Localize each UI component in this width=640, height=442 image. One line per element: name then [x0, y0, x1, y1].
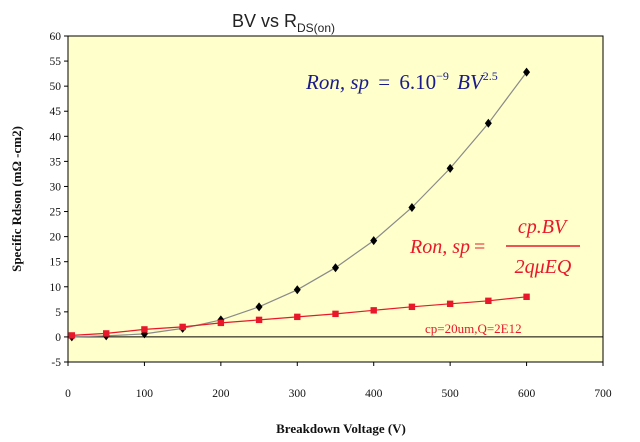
data-point-square: [103, 330, 110, 337]
x-tick-label: 100: [136, 388, 154, 400]
y-tick-label: 60: [50, 31, 62, 43]
y-axis-ticks: -5 0 5 10 15 20 25 30 35 40 45 50 55 60: [50, 31, 68, 369]
y-tick-label: 30: [50, 181, 62, 193]
data-point-diamond: [523, 67, 531, 77]
equation-power-law: Ron, sp = 6.10−9 BV2.5: [305, 61, 498, 94]
series-markers: [68, 67, 531, 342]
data-point-diamond: [484, 118, 492, 128]
x-axis-ticks: 0 100 200 300 400 500 600 700: [65, 336, 612, 400]
x-tick-label: 300: [289, 388, 307, 400]
y-tick-label: 25: [50, 207, 62, 219]
y-tick-label: 35: [50, 156, 62, 168]
data-point-square: [294, 313, 301, 321]
y-axis-label: Specific Rdson (mΩ -cm2): [9, 126, 24, 272]
y-tick-label: 40: [50, 131, 62, 143]
y-tick-label: 0: [55, 332, 61, 344]
data-point-diamond: [293, 285, 301, 295]
data-point-square: [255, 316, 263, 324]
equation-linear-numerator: cp.BV: [518, 216, 569, 238]
equation-linear: Ron, sp = cp.BV 2qμEQ: [409, 216, 580, 278]
x-tick-label: 0: [65, 388, 71, 400]
data-point-diamond: [446, 163, 454, 173]
data-point-square: [68, 332, 76, 339]
y-tick-label: 20: [50, 232, 62, 244]
y-tick-label: 50: [50, 81, 62, 93]
parameter-note: cp=20um,Q=2E12: [425, 321, 522, 336]
plot-area: [67, 35, 604, 363]
data-point-square: [141, 326, 148, 333]
y-tick-label: 55: [50, 56, 62, 68]
data-point-square: [523, 293, 530, 300]
data-point-square: [370, 307, 377, 314]
data-point-square: [446, 300, 454, 308]
y-tick-label: 15: [50, 257, 62, 269]
data-point-square: [485, 297, 492, 305]
chart-title: BV vs RDS(on): [232, 11, 335, 35]
x-axis-label: Breakdown Voltage (V): [276, 421, 406, 436]
y-tick-label: -5: [51, 357, 61, 369]
x-tick-label: 500: [442, 388, 460, 400]
data-point-square: [179, 323, 186, 331]
y-tick-label: 5: [55, 307, 61, 319]
x-tick-label: 700: [594, 388, 612, 400]
data-point-square: [217, 319, 225, 327]
y-tick-label: 10: [50, 282, 62, 294]
equation-linear-denominator: 2qμEQ: [515, 256, 572, 278]
equation-linear-lhs: Ron, sp =: [409, 236, 485, 258]
data-point-diamond: [408, 203, 416, 213]
x-tick-label: 400: [365, 388, 383, 400]
x-tick-label: 600: [518, 388, 536, 400]
data-point-diamond: [370, 236, 378, 246]
y-tick-label: 45: [50, 106, 62, 118]
data-point-square: [332, 310, 339, 318]
data-point-diamond: [332, 263, 339, 273]
data-point-diamond: [255, 302, 263, 312]
x-tick-label: 200: [212, 388, 230, 400]
data-point-square: [408, 303, 416, 311]
